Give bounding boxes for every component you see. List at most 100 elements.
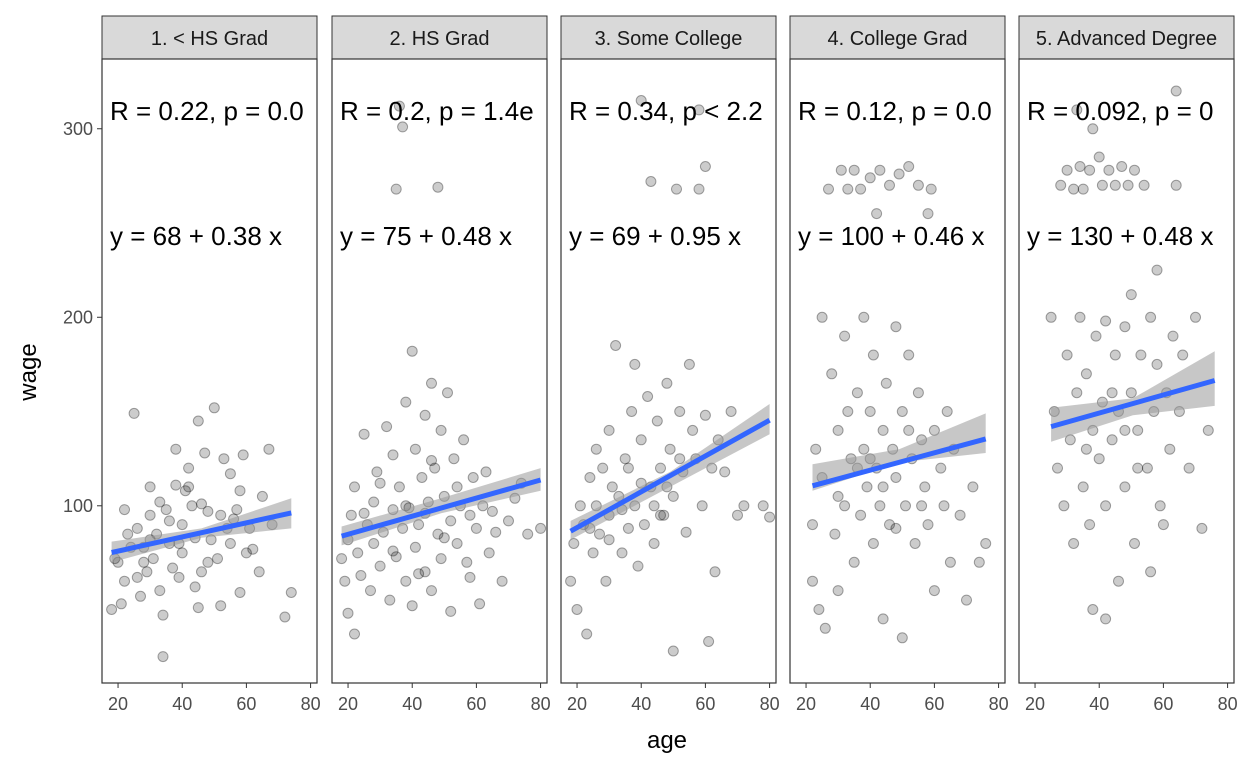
data-point [157, 651, 169, 663]
data-point [176, 519, 188, 531]
data-point [671, 183, 682, 195]
data-point [839, 330, 851, 342]
panel-background [102, 59, 317, 683]
data-point [1055, 179, 1067, 191]
data-point [855, 509, 867, 521]
facet-panel: 1. < HS Grad R = 0.22, p = 0.0 y = 68 + 0.… [63, 15, 321, 714]
data-point [890, 472, 902, 483]
data-point [1074, 311, 1086, 323]
data-point [699, 409, 711, 421]
data-point [651, 415, 663, 427]
data-point [426, 455, 437, 466]
correlation-annotation: R = 0.2, p = 1.4e [340, 96, 534, 126]
data-point [1093, 453, 1105, 465]
data-point [1106, 387, 1118, 399]
data-point [1068, 538, 1080, 549]
data-point [819, 622, 831, 634]
data-point [192, 602, 204, 614]
data-point [1170, 179, 1182, 191]
data-point [877, 424, 889, 436]
regression-line [111, 510, 292, 555]
data-point [935, 462, 947, 474]
data-point [807, 575, 818, 587]
correlation-annotation: R = 0.092, p = 0 [1027, 96, 1213, 126]
x-tick-label: 20 [796, 694, 816, 714]
data-point [1080, 368, 1092, 380]
data-point [212, 553, 223, 565]
facet-panel: 2. HS Grad R = 0.2, p = 1.4e y = 75 + 0.48… [331, 15, 551, 714]
data-point [810, 443, 822, 455]
data-point [1068, 183, 1080, 195]
data-point [661, 377, 673, 389]
data-point [115, 598, 127, 610]
data-point [442, 387, 453, 399]
y-tick-label: 200 [63, 307, 93, 327]
data-point [1052, 462, 1063, 474]
data-point [1154, 500, 1166, 512]
data-point [871, 208, 883, 220]
data-point [603, 424, 615, 436]
data-point [349, 628, 360, 640]
data-point [816, 311, 828, 323]
data-point [693, 183, 705, 195]
data-point [858, 443, 870, 455]
data-point [738, 500, 750, 512]
data-point [1061, 164, 1073, 176]
data-point [374, 560, 386, 572]
data-point [1113, 575, 1124, 587]
data-point [224, 468, 236, 480]
data-point [199, 447, 211, 459]
x-tick-label: 20 [567, 694, 587, 714]
confidence-band [812, 413, 986, 491]
data-point [1109, 349, 1121, 361]
equation-annotation: y = 75 + 0.48 x [340, 221, 512, 251]
regression-line [340, 477, 542, 539]
data-point [610, 340, 622, 351]
panel-border [331, 58, 548, 684]
data-point [648, 538, 660, 549]
data-point [835, 164, 847, 176]
data-point [426, 377, 437, 389]
data-point [1061, 349, 1073, 361]
data-point [922, 519, 934, 531]
panel-contents: R = 0.22, p = 0.0 y = 68 + 0.38 x [106, 96, 304, 663]
data-point [632, 560, 644, 572]
data-point [467, 472, 479, 483]
data-point [912, 179, 924, 191]
data-point [486, 505, 498, 517]
data-point [655, 509, 666, 521]
data-point [900, 500, 911, 512]
data-point [603, 534, 615, 546]
data-point [1109, 179, 1121, 191]
data-point [1100, 500, 1112, 512]
data-point [419, 566, 431, 578]
data-point [626, 406, 638, 417]
data-point [256, 490, 268, 502]
regression-line [1050, 378, 1216, 430]
data-point [880, 377, 892, 389]
data-point [445, 515, 457, 527]
data-point [122, 528, 134, 540]
data-point [928, 585, 940, 597]
data-point [147, 553, 159, 565]
data-point [279, 611, 291, 623]
x-tick-label: 80 [1218, 694, 1238, 714]
data-point [234, 485, 246, 497]
data-point [916, 500, 928, 512]
data-point [903, 349, 915, 361]
data-point [1177, 349, 1189, 361]
strip-label: 1. < HS Grad [151, 28, 268, 50]
x-tick-label: 80 [760, 694, 780, 714]
data-point [1077, 183, 1089, 195]
data-point [658, 509, 670, 521]
panel-border [101, 58, 318, 684]
data-point [1157, 519, 1169, 531]
data-point [696, 500, 708, 512]
data-point [645, 176, 657, 187]
data-point [419, 409, 431, 421]
data-point [826, 368, 838, 380]
x-tick-label: 60 [466, 694, 486, 714]
strip-background [1018, 15, 1235, 60]
data-point [1183, 462, 1195, 474]
strip-background [789, 15, 1006, 60]
